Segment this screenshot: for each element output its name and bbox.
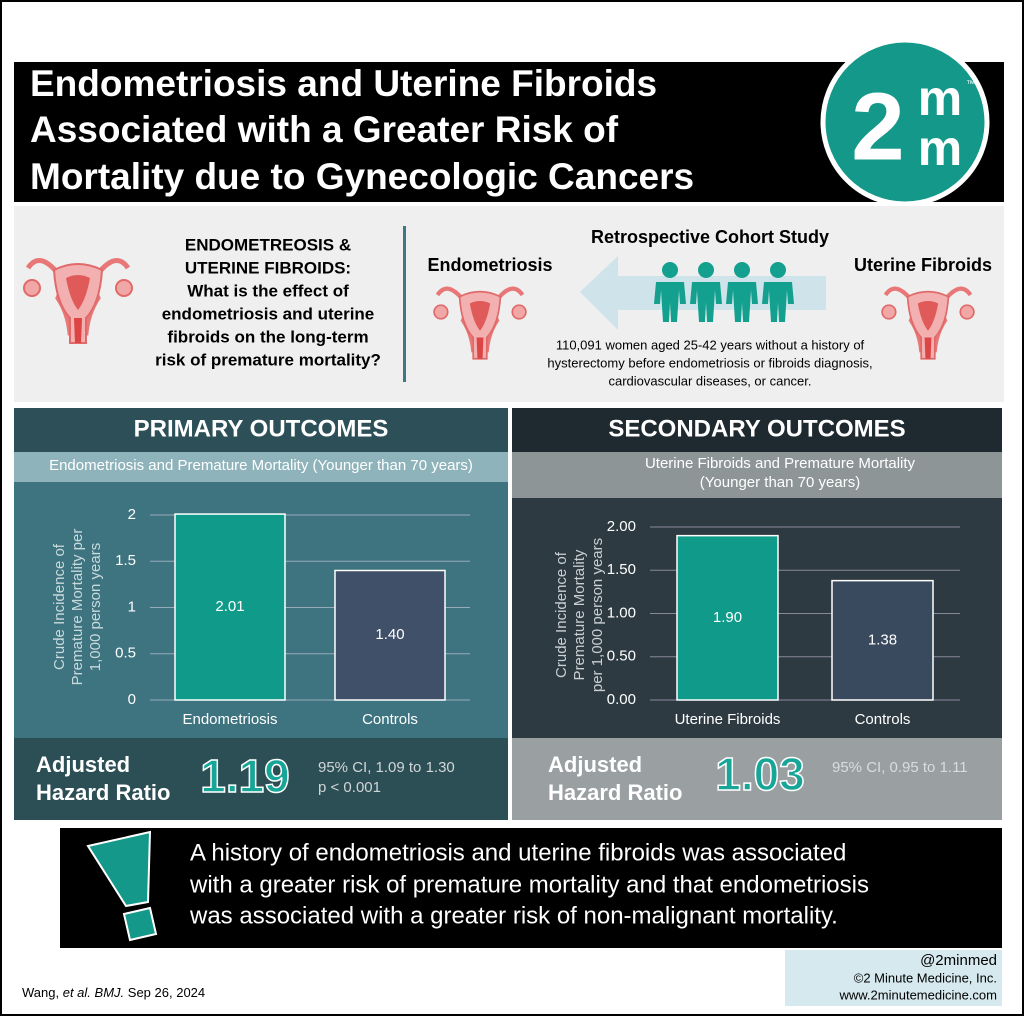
logo-letter: m <box>918 70 962 126</box>
top-strip <box>14 14 1004 62</box>
logo-letter: m <box>918 120 962 176</box>
group-label: Endometriosis <box>427 255 552 275</box>
panel-header <box>512 408 1002 452</box>
y-tick-label: 2 <box>128 506 136 523</box>
y-tick-label: 0.5 <box>115 645 136 662</box>
website: www.2minutemedicine.com <box>838 987 997 1002</box>
bar-value-label: 2.01 <box>215 598 244 615</box>
hazard-band <box>512 738 1002 820</box>
title-line: Mortality due to Gynecologic Cancers <box>30 156 694 197</box>
y-tick-label: 1.00 <box>607 604 636 621</box>
ci-line: p < 0.001 <box>318 779 381 796</box>
hr-value: 1.19 <box>200 750 290 802</box>
chart-title: Endometriosis and Premature Mortality (Y… <box>49 457 473 474</box>
title-line: Associated with a Greater Risk of <box>30 109 619 150</box>
question-line: ENDOMETREOSIS & <box>185 235 351 254</box>
question-line: UTERINE FIBROIDS: <box>185 258 351 277</box>
ci-line: 95% CI, 0.95 to 1.11 <box>832 759 968 776</box>
bar <box>676 534 779 701</box>
y-axis-label: 1,000 person years <box>87 543 104 671</box>
title-line: Endometriosis and Uterine Fibroids <box>30 63 657 104</box>
logo: 2 m m ™ <box>820 37 990 207</box>
population-line: cardiovascular diseases, or cancer. <box>608 373 811 388</box>
chart-title-band <box>512 452 1002 498</box>
hr-label: Adjusted <box>36 752 130 777</box>
company: ©2 Minute Medicine, Inc. <box>854 970 997 985</box>
exclamation-icon <box>86 830 158 942</box>
chart-title-band <box>14 452 508 482</box>
citation-date: Sep 26, 2024 <box>128 985 205 1000</box>
bar <box>174 513 286 701</box>
handle: @2minmed <box>920 952 997 969</box>
bar <box>334 569 446 701</box>
panel-heading: SECONDARY OUTCOMES <box>608 415 905 442</box>
y-tick-label: 0.00 <box>607 691 636 708</box>
panel-heading: PRIMARY OUTCOMES <box>134 415 389 442</box>
study-section <box>14 206 1004 402</box>
population-line: hysterectomy before endometriosis or fib… <box>547 355 872 370</box>
bar-value-label: 1.40 <box>375 626 404 643</box>
y-axis-label: Crude Incidence of <box>51 543 68 670</box>
x-tick-label: Controls <box>855 711 911 728</box>
citation-author: Wang, <box>22 985 59 1000</box>
hr-label: Hazard Ratio <box>548 780 682 805</box>
panel-header <box>14 408 508 452</box>
y-axis-label: per 1,000 person years <box>589 538 606 692</box>
hr-label: Hazard Ratio <box>36 780 170 805</box>
logo-number: 2 <box>851 73 904 180</box>
credit-box <box>785 950 1002 1006</box>
bar-value-label: 1.90 <box>713 609 742 626</box>
conclusion-box <box>60 828 1002 948</box>
population-line: 110,091 women aged 25-42 years without a… <box>556 337 865 352</box>
x-tick-label: Uterine Fibroids <box>675 711 781 728</box>
chart-subtitle: (Younger than 70 years) <box>700 474 860 491</box>
divider <box>403 226 406 382</box>
question-line: What is the effect of <box>187 281 349 300</box>
citation: Wang, et al. BMJ. Sep 26, 2024 <box>22 985 205 1000</box>
y-tick-label: 0.50 <box>607 648 636 665</box>
question-line: endometriosis and uterine <box>162 304 375 323</box>
x-tick-label: Controls <box>362 711 418 728</box>
y-tick-label: 1.5 <box>115 552 136 569</box>
conclusion-line: with a greater risk of premature mortali… <box>189 871 869 898</box>
hr-value: 1.03 <box>715 748 805 800</box>
hazard-band <box>14 738 508 820</box>
citation-etal: et al. <box>63 985 91 1000</box>
y-tick-label: 2.00 <box>607 518 636 535</box>
y-tick-label: 1.50 <box>607 561 636 578</box>
y-tick-label: 0 <box>128 691 136 708</box>
logo-mark: ™ <box>966 78 975 88</box>
x-tick-label: Endometriosis <box>182 711 277 728</box>
study-design: Retrospective Cohort Study <box>591 227 829 247</box>
y-axis-label: Premature Mortality per <box>69 529 86 686</box>
conclusion-line: A history of endometriosis and uterine f… <box>190 839 846 866</box>
question-line: fibroids on the long-term <box>167 327 368 346</box>
y-axis-label: Crude Incidence of <box>553 551 570 678</box>
bar-value-label: 1.38 <box>868 631 897 648</box>
conclusion-line: was associated with a greater risk of no… <box>189 902 838 929</box>
citation-journal: BMJ. <box>95 985 125 1000</box>
question-line: risk of premature mortality? <box>155 350 381 369</box>
chart-title: Uterine Fibroids and Premature Mortality <box>645 455 916 472</box>
y-tick-label: 1 <box>128 598 136 615</box>
bar <box>831 579 934 701</box>
group-label: Uterine Fibroids <box>854 255 992 275</box>
y-axis-label: Premature Mortality <box>571 549 588 680</box>
hr-label: Adjusted <box>548 752 642 777</box>
ci-line: 95% CI, 1.09 to 1.30 <box>318 759 455 776</box>
